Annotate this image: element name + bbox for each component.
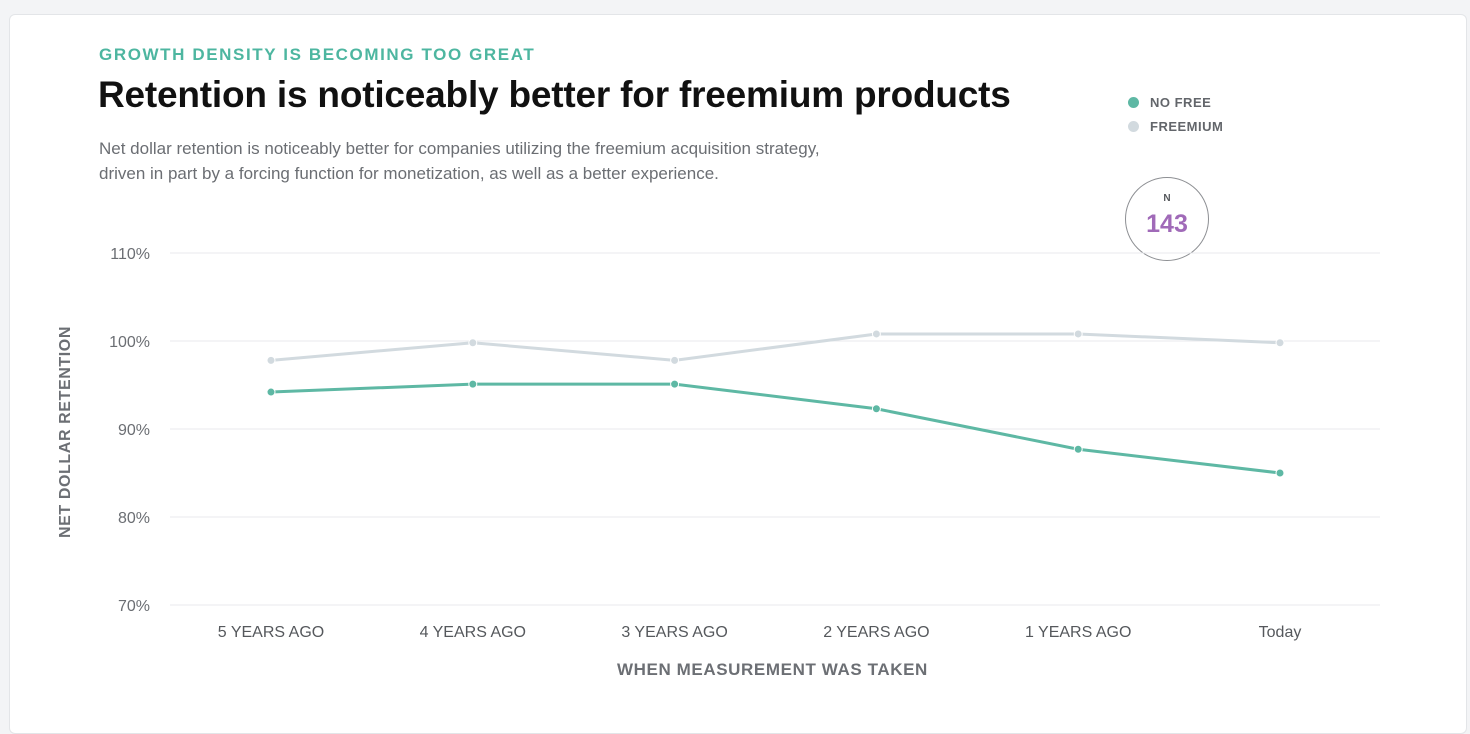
subtitle-line-2: driven in part by a forcing function for… [99, 164, 719, 183]
x-tick-label: Today [1259, 624, 1302, 641]
x-axis-label: WHEN MEASUREMENT WAS TAKEN [617, 660, 928, 679]
data-point-freemium [670, 355, 680, 365]
chart-subtitle: Net dollar retention is noticeably bette… [99, 136, 959, 186]
chart-title: Retention is noticeably better for freem… [98, 74, 1011, 115]
data-point-no-free [1073, 444, 1083, 454]
series-line-no-free [269, 382, 1282, 475]
data-point-no-free [871, 404, 881, 414]
data-point-freemium [871, 329, 881, 339]
subtitle-line-1: Net dollar retention is noticeably bette… [99, 139, 820, 158]
data-point-freemium [1275, 338, 1285, 348]
y-tick-label: 90% [118, 422, 150, 439]
x-tick-label: 5 YEARS AGO [218, 624, 324, 641]
y-tick-label: 110% [110, 246, 150, 263]
series-line-freemium [269, 332, 1282, 362]
line-chart: 70% 80% 90% 100% 110% 5 YEARS AGO 4 YEARS AGO 3… [109, 246, 1380, 641]
data-point-freemium [1073, 329, 1083, 339]
sample-size-label: N [1163, 193, 1171, 204]
y-tick-label: 70% [118, 598, 150, 615]
eyebrow-heading: GROWTH DENSITY IS BECOMING TOO GREAT [99, 45, 536, 64]
legend-marker-freemium [1128, 120, 1139, 132]
chart-card [9, 14, 1467, 734]
y-tick-label: 80% [118, 510, 150, 527]
x-tick-label: 4 YEARS AGO [420, 624, 526, 641]
x-tick-label: 2 YEARS AGO [823, 624, 929, 641]
data-point-no-free [266, 387, 276, 397]
data-point-no-free [468, 379, 478, 389]
legend-label-no-free: NO FREE [1150, 94, 1212, 110]
sample-size-value: 143 [1146, 210, 1188, 238]
x-tick-label: 1 YEARS AGO [1025, 624, 1131, 641]
data-point-no-free [670, 379, 680, 389]
data-point-freemium [468, 338, 478, 348]
legend-marker-no-free [1128, 96, 1139, 108]
chart-legend: NO FREE FREEMIUM [1128, 90, 1223, 138]
legend-label-freemium: FREEMIUM [1150, 118, 1224, 134]
x-tick-label: 3 YEARS AGO [621, 624, 727, 641]
legend-item-no-free[interactable]: NO FREE [1128, 90, 1223, 114]
sample-size-badge: N 143 [1125, 177, 1209, 261]
legend-item-freemium[interactable]: FREEMIUM [1128, 114, 1223, 138]
data-point-freemium [266, 355, 276, 365]
y-tick-label: 100% [109, 334, 150, 351]
data-point-no-free [1275, 468, 1285, 478]
